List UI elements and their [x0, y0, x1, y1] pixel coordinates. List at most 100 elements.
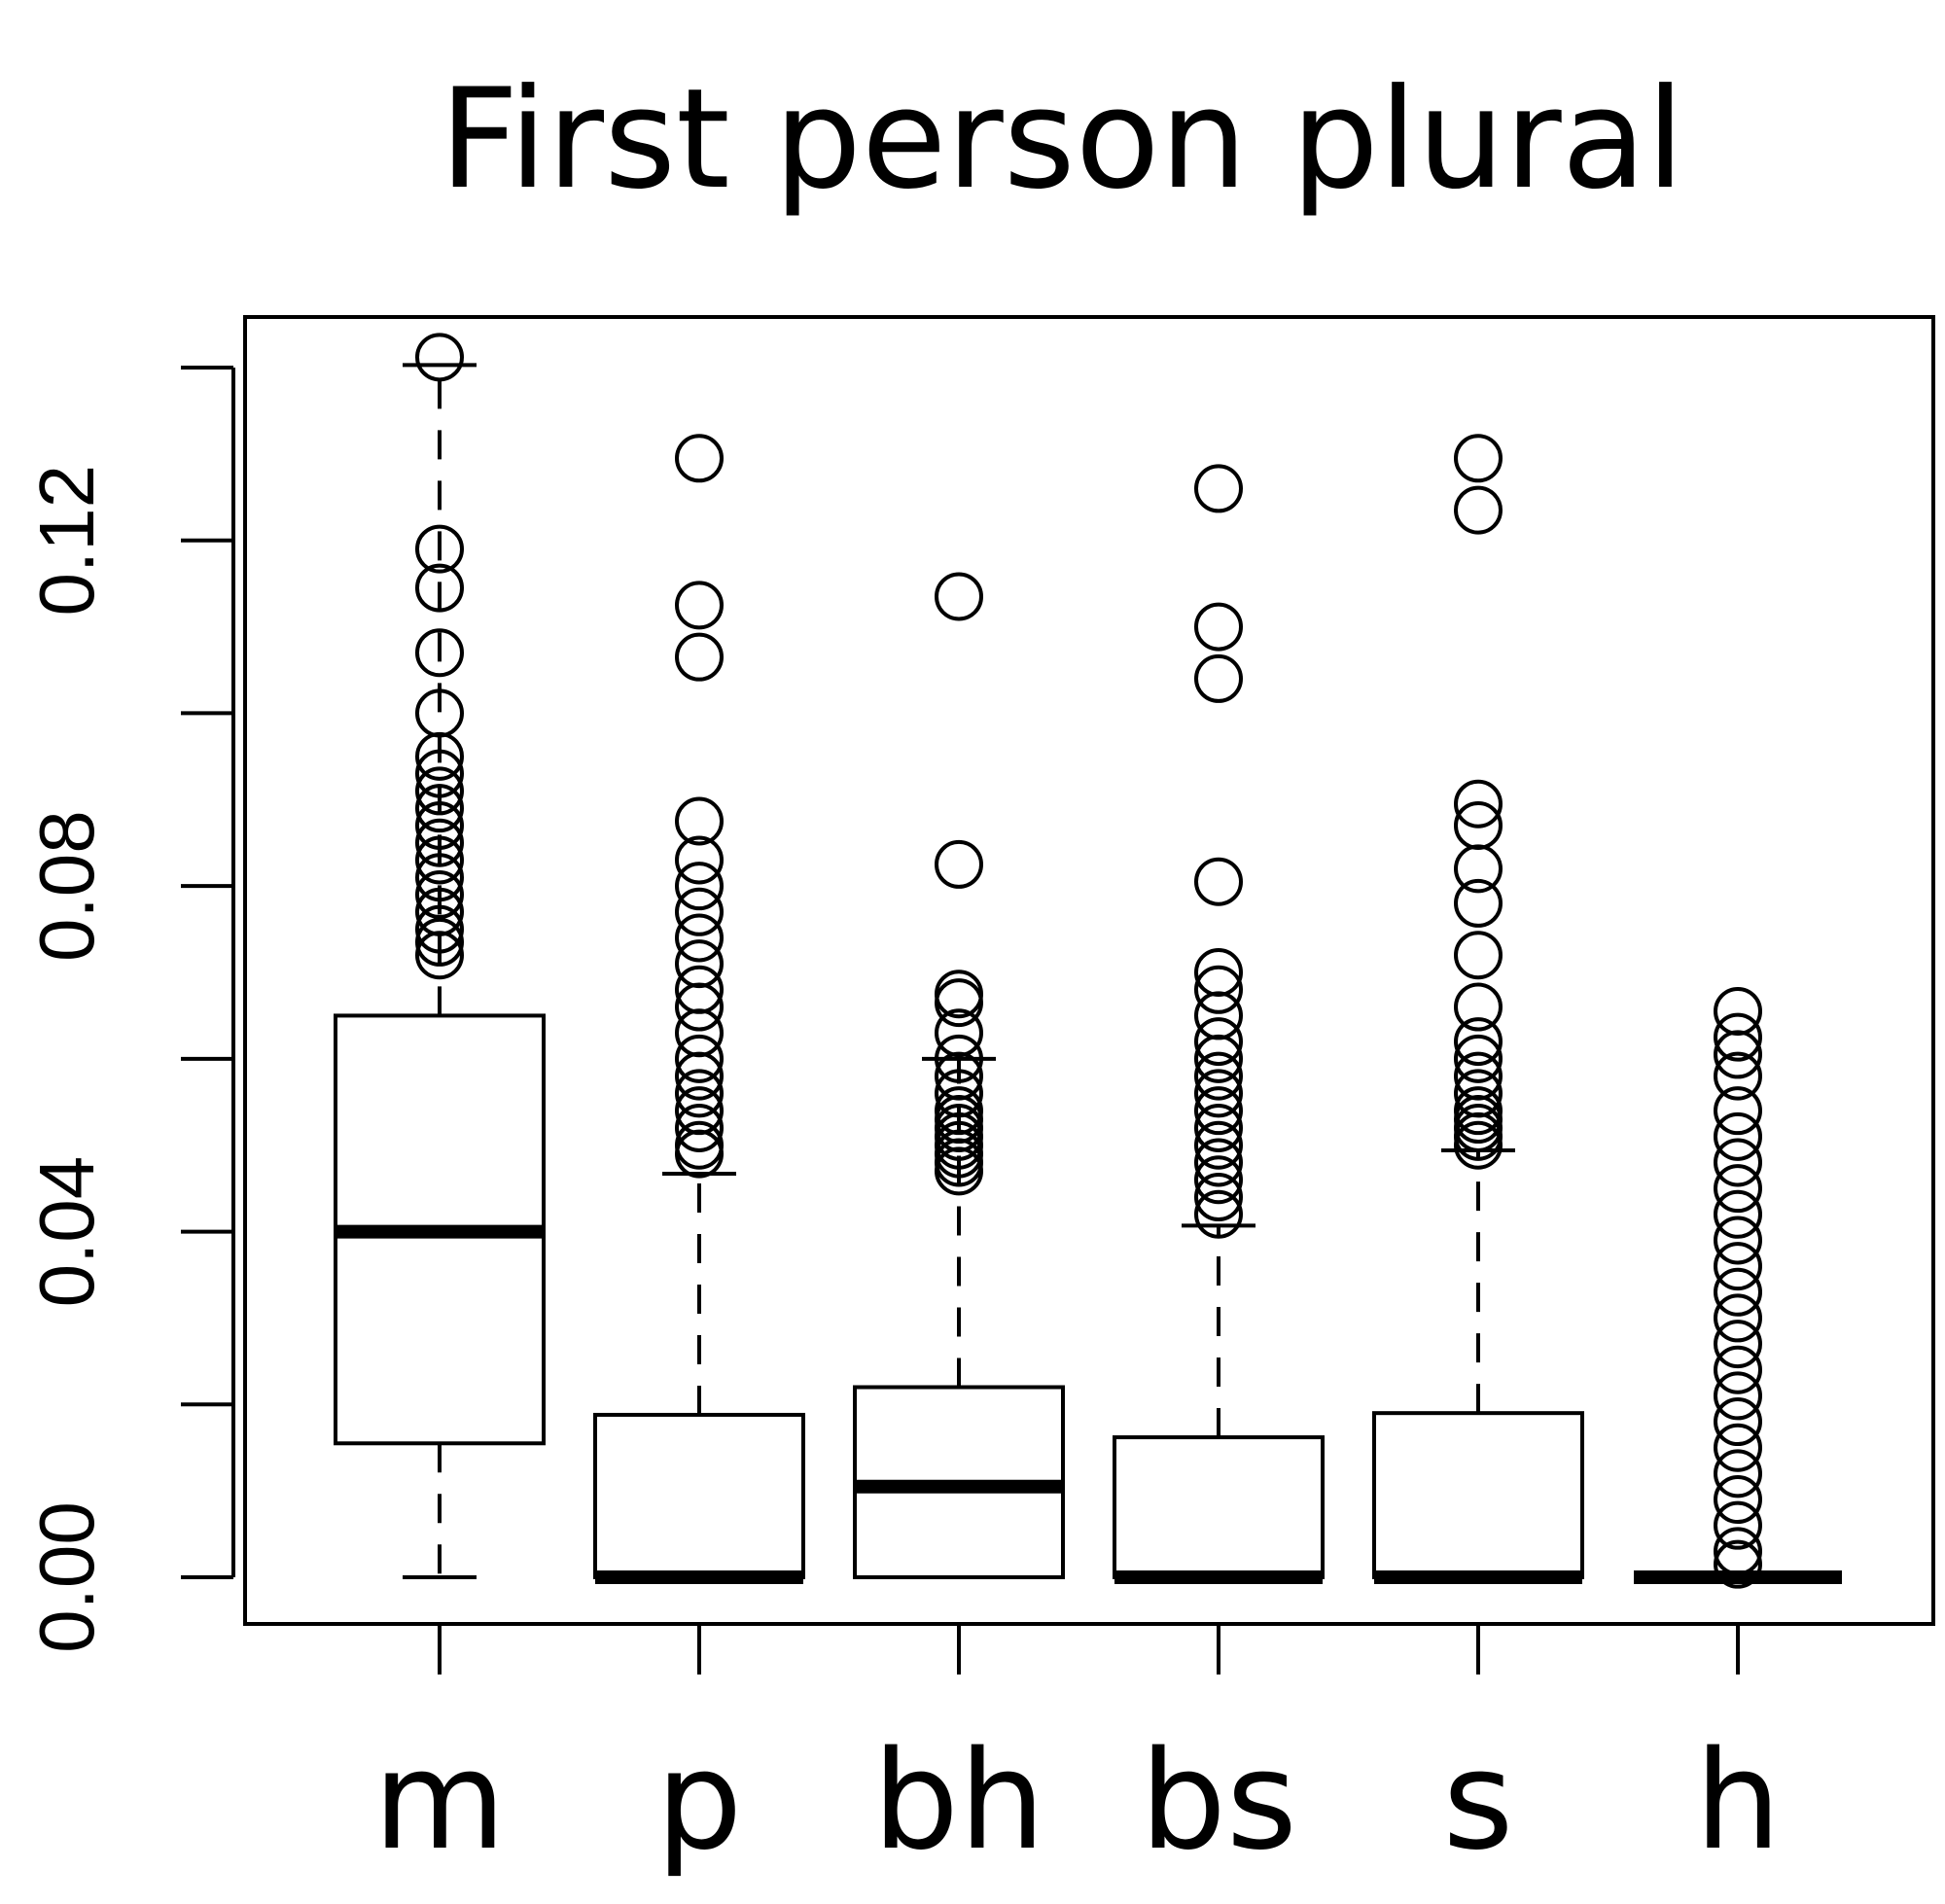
y-tick-label: 0.00 — [23, 1501, 110, 1653]
y-tick-label: 0.04 — [23, 1156, 110, 1308]
outlier-point — [1194, 602, 1243, 652]
outlier-point — [1194, 965, 1243, 1014]
outlier-point — [1714, 1423, 1762, 1472]
outlier-point — [1714, 1371, 1762, 1421]
outlier-point — [415, 784, 464, 833]
outlier-point — [935, 1146, 983, 1196]
outlier-point — [1194, 1017, 1243, 1067]
outlier-point — [1454, 1034, 1503, 1083]
outlier-point — [415, 818, 464, 867]
outlier-point — [1194, 653, 1243, 703]
plot-frame — [243, 315, 1935, 1626]
outlier-point — [1714, 1138, 1762, 1187]
outlier-point — [1194, 1189, 1243, 1239]
x-tick-label: p — [656, 1722, 743, 1881]
outlier-point — [675, 887, 724, 936]
outlier-point — [1714, 1267, 1762, 1317]
outlier-point — [1714, 1539, 1762, 1589]
outlier-point — [415, 904, 464, 954]
outlier-point — [1194, 1103, 1243, 1152]
outlier-point — [675, 434, 724, 483]
outlier-point — [1194, 1155, 1243, 1205]
outlier-point — [1714, 1449, 1762, 1499]
outlier-point — [415, 800, 464, 850]
outlier-point — [675, 1129, 724, 1179]
outlier-point — [1454, 844, 1503, 894]
outlier-point — [1454, 931, 1503, 980]
outlier-point — [675, 581, 724, 630]
outlier-point — [1194, 1051, 1243, 1101]
outlier-point — [415, 917, 464, 967]
outlier-point — [415, 870, 464, 920]
chart-title: First person plural — [440, 59, 1684, 220]
outlier-point — [675, 862, 724, 911]
outlier-point — [1194, 1086, 1243, 1136]
outlier-point — [935, 978, 983, 1028]
outlier-point — [675, 835, 724, 885]
outlier-point — [1714, 1086, 1762, 1136]
outlier-point — [1454, 434, 1503, 483]
outlier-point — [1714, 1293, 1762, 1343]
outlier-point — [1454, 779, 1503, 829]
outlier-point — [415, 835, 464, 885]
outlier-point — [1194, 1138, 1243, 1187]
outlier-point — [415, 333, 464, 382]
outlier-point — [1714, 1164, 1762, 1214]
outlier-point — [1194, 991, 1243, 1040]
x-tick-label: h — [1695, 1722, 1782, 1881]
x-tick-label: s — [1443, 1722, 1514, 1881]
outlier-point — [1714, 1320, 1762, 1369]
outlier-point — [1454, 878, 1503, 928]
outlier-point — [675, 1103, 724, 1152]
outlier-point — [675, 1051, 724, 1101]
x-tick-label: bh — [872, 1722, 1045, 1881]
outlier-point — [1714, 1242, 1762, 1291]
x-tick-label: bs — [1140, 1722, 1297, 1881]
outlier-point — [935, 1034, 983, 1083]
outlier-point — [1714, 1345, 1762, 1394]
outlier-point — [1714, 1111, 1762, 1161]
y-tick-label: 0.08 — [23, 810, 110, 962]
outlier-point — [675, 632, 724, 682]
outlier-point — [1714, 986, 1762, 1036]
outlier-point — [1714, 1216, 1762, 1265]
outlier-point — [1194, 464, 1243, 513]
outlier-point — [1194, 1120, 1243, 1170]
outlier-point — [415, 749, 464, 798]
outlier-point — [415, 931, 464, 980]
outlier-point — [675, 1008, 724, 1058]
outlier-point — [1714, 1012, 1762, 1062]
outlier-point — [1454, 485, 1503, 535]
outlier-point — [1714, 1527, 1762, 1576]
outlier-point — [1454, 1017, 1503, 1067]
outlier-point — [1194, 857, 1243, 906]
outlier-point — [415, 853, 464, 902]
box-body — [1372, 1411, 1584, 1579]
x-tick-label: m — [373, 1722, 506, 1881]
outlier-point — [1454, 982, 1503, 1032]
outlier-point — [1714, 1397, 1762, 1447]
outlier-point — [415, 524, 464, 574]
outlier-point — [415, 731, 464, 781]
outlier-point — [1194, 1173, 1243, 1222]
outlier-point — [935, 572, 983, 621]
outlier-point — [415, 766, 464, 816]
box-body — [593, 1412, 805, 1580]
outlier-point — [675, 1034, 724, 1083]
outlier-point — [1714, 1030, 1762, 1079]
outlier-point — [415, 628, 464, 678]
outlier-point — [1194, 1034, 1243, 1083]
outlier-point — [675, 913, 724, 963]
outlier-point — [415, 563, 464, 613]
outlier-point — [1714, 1051, 1762, 1101]
outlier-point — [675, 1069, 724, 1118]
plot-area: 0.00 0.04 0.08 0.12 m p bh bs s h — [23, 315, 1935, 1881]
box-body — [1113, 1435, 1325, 1579]
outlier-point — [675, 982, 724, 1032]
outlier-point — [675, 939, 724, 989]
outlier-point — [1714, 1189, 1762, 1239]
outlier-point — [1454, 1120, 1503, 1170]
outlier-point — [935, 839, 983, 889]
